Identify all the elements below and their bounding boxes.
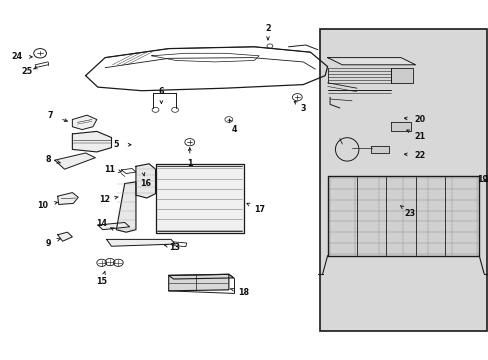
Polygon shape <box>370 146 388 153</box>
Polygon shape <box>98 222 129 230</box>
Polygon shape <box>168 274 228 291</box>
Text: 4: 4 <box>231 125 237 134</box>
Text: 5: 5 <box>113 140 119 149</box>
Polygon shape <box>155 164 243 233</box>
Text: 16: 16 <box>140 179 151 188</box>
Polygon shape <box>327 58 415 65</box>
Text: 19: 19 <box>482 175 488 184</box>
Polygon shape <box>116 182 136 232</box>
Polygon shape <box>390 122 410 131</box>
Text: 24: 24 <box>12 52 22 61</box>
Text: 22: 22 <box>413 151 425 160</box>
Polygon shape <box>58 193 78 204</box>
Polygon shape <box>72 131 111 152</box>
Text: 8: 8 <box>45 154 51 163</box>
Text: 7: 7 <box>47 111 53 120</box>
Text: 25: 25 <box>21 68 32 77</box>
Text: 13: 13 <box>169 243 180 252</box>
Text: 21: 21 <box>413 132 424 140</box>
Text: 1: 1 <box>186 159 192 168</box>
Text: 14: 14 <box>96 219 107 228</box>
Text: 18: 18 <box>238 288 248 297</box>
Text: 9: 9 <box>45 238 51 248</box>
Text: 19: 19 <box>477 175 488 184</box>
Polygon shape <box>106 239 175 246</box>
Text: 20: 20 <box>413 115 424 124</box>
Text: 15: 15 <box>96 277 107 286</box>
Polygon shape <box>58 232 72 241</box>
Polygon shape <box>327 176 478 256</box>
Text: 2: 2 <box>264 24 270 33</box>
Text: 17: 17 <box>253 205 264 214</box>
Text: 10: 10 <box>38 201 48 210</box>
Polygon shape <box>55 153 95 169</box>
Polygon shape <box>136 164 155 198</box>
Text: 11: 11 <box>104 165 115 174</box>
Bar <box>320 29 486 331</box>
Polygon shape <box>168 274 233 279</box>
Polygon shape <box>390 68 412 83</box>
Text: 23: 23 <box>404 209 414 217</box>
Text: 3: 3 <box>300 104 305 112</box>
Text: 6: 6 <box>158 87 164 96</box>
Text: 12: 12 <box>100 195 110 204</box>
Polygon shape <box>72 115 97 130</box>
